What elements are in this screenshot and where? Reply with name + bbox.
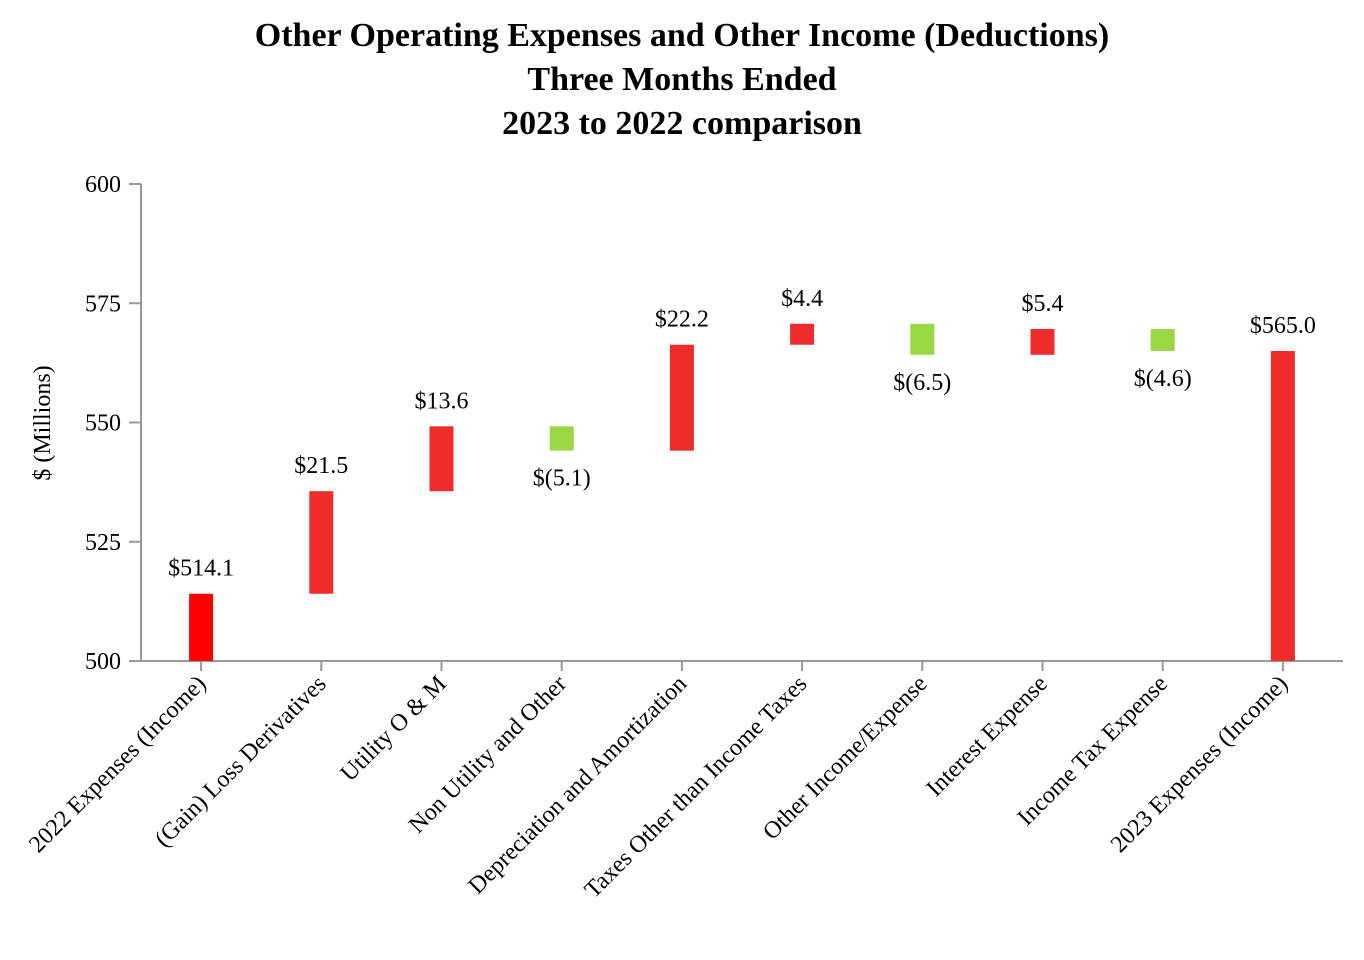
data-label: $5.4: [1022, 291, 1064, 317]
y-tick-label: 500: [85, 649, 121, 675]
bar-5: [669, 344, 694, 451]
chart-title-line-2: Three Months Ended: [527, 61, 837, 98]
chart-axes: 500 525 550 575 600: [85, 172, 1343, 675]
y-tick-label: 525: [85, 530, 121, 556]
bar-6: [790, 323, 815, 345]
chart-x-tick-labels: 2022 Expenses (Income)(Gain) Loss Deriva…: [24, 671, 1293, 903]
x-tick-label: Taxes Other than Income Taxes: [580, 671, 812, 903]
bar-8: [1030, 329, 1055, 355]
chart-title-line-1: Other Operating Expenses and Other Incom…: [254, 17, 1110, 54]
x-tick-label: Interest Expense: [922, 671, 1053, 802]
data-label: $21.5: [294, 453, 348, 479]
bar-4: [549, 426, 574, 451]
bar-9: [1150, 329, 1175, 351]
data-label: $(4.6): [1134, 366, 1192, 392]
data-label: $565.0: [1250, 313, 1316, 339]
bar-1: [189, 593, 214, 661]
y-axis-label: $ (Millions): [30, 365, 56, 480]
chart-data-labels: $514.1 $21.5 $13.6 $(5.1) $22.2 $4.4 $(6.5) $5.…: [168, 286, 1316, 582]
data-label: $(6.5): [893, 370, 951, 396]
chart-bars: [189, 323, 1295, 661]
bar-3: [429, 426, 454, 492]
bar-10: [1270, 350, 1295, 661]
y-tick-label: 600: [85, 172, 121, 198]
data-label: $13.6: [415, 388, 469, 414]
data-label: $4.4: [781, 286, 823, 312]
x-tick-label: Utility O & M: [336, 671, 452, 787]
x-tick-label: Depreciation and Amortization: [464, 671, 693, 900]
y-tick-label: 575: [85, 291, 121, 317]
y-tick-label: 550: [85, 411, 121, 437]
data-label: $514.1: [168, 556, 234, 582]
chart-title-line-3: 2023 to 2022 comparison: [502, 105, 862, 142]
bar-7: [910, 323, 935, 355]
bar-2: [309, 491, 334, 594]
data-label: $22.2: [655, 307, 709, 333]
data-label: $(5.1): [533, 466, 591, 492]
